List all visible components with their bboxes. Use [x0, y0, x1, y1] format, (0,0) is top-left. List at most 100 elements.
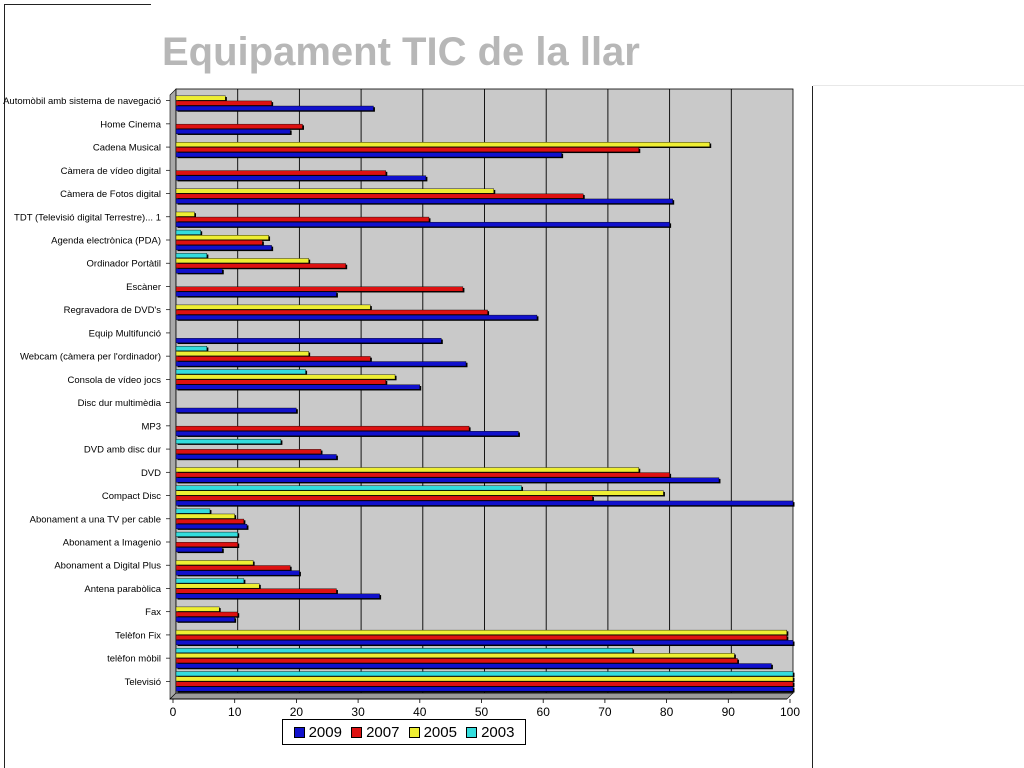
bar-2007	[175, 635, 788, 640]
bar-2003	[175, 531, 238, 537]
bar-2003	[175, 229, 201, 235]
bar-2005	[175, 95, 226, 101]
category-label: Agenda electrònica (PDA)	[51, 236, 161, 247]
category-label: Antena parabòlica	[84, 584, 161, 595]
bar-2007	[175, 495, 593, 501]
bar-2007	[175, 240, 263, 246]
bar-2005	[175, 513, 235, 519]
category-label: telèfon mòbil	[107, 654, 161, 665]
bar-2009	[175, 454, 337, 460]
bar-2009	[175, 593, 380, 599]
bar-2007	[175, 658, 738, 664]
bar-2005	[175, 211, 195, 217]
bar-2005	[175, 676, 794, 682]
legend-item-2009: 2009	[293, 723, 342, 741]
bar-2005	[175, 606, 220, 612]
category-label: Càmera de Fotos digital	[60, 189, 161, 200]
category-label: DVD	[141, 468, 161, 479]
x-tick-label: 0	[170, 705, 177, 719]
category-label: Càmera de vídeo digital	[61, 166, 161, 177]
left-border	[4, 4, 5, 768]
legend-label: 2005	[423, 723, 457, 741]
chart-legend: 2009 2007 2005 2003	[282, 719, 526, 745]
bar-2007	[175, 100, 272, 106]
bar-2009	[175, 500, 794, 506]
category-label: Compact Disc	[102, 491, 161, 502]
bar-2003	[175, 578, 245, 584]
legend-label: 2007	[366, 723, 400, 741]
header-rule	[813, 85, 1024, 86]
category-label: Home Cinema	[100, 119, 161, 130]
bar-2007	[175, 263, 346, 269]
bar-2007	[175, 170, 386, 176]
category-label: Disc dur multimèdia	[78, 398, 162, 409]
bar-2007	[175, 565, 291, 571]
bar-2003	[175, 508, 211, 514]
legend-item-2005: 2005	[408, 723, 457, 741]
right-border	[812, 86, 813, 768]
bar-2009	[175, 291, 337, 297]
bar-2009	[175, 431, 519, 436]
bar-2009	[175, 245, 272, 251]
x-tick-label: 50	[475, 705, 489, 719]
bar-2009	[175, 338, 442, 344]
category-label: Abonament a Imagenio	[63, 538, 161, 549]
bar-2009	[175, 361, 467, 367]
bar-2003	[175, 253, 208, 259]
category-label: Webcam (càmera per l'ordinador)	[20, 352, 161, 363]
category-label: TDT (Televisió digital Terrestre)... 1	[14, 212, 161, 223]
bar-2009	[175, 105, 374, 111]
x-tick-label: 20	[290, 705, 304, 719]
bar-2009	[175, 129, 291, 134]
bar-2007	[175, 356, 371, 362]
category-label: Ordinador Portàtil	[87, 259, 161, 270]
x-tick-label: 80	[660, 705, 674, 719]
bar-2005	[175, 629, 788, 635]
bar-2005	[175, 304, 371, 310]
bar-2005	[175, 258, 309, 264]
category-label: Fax	[145, 607, 161, 618]
category-label: Televisió	[125, 677, 161, 688]
legend-swatch	[408, 726, 420, 738]
bar-2003	[175, 485, 522, 491]
bar-2009	[175, 477, 720, 483]
legend-label: 2009	[308, 723, 342, 741]
bar-2005	[175, 374, 396, 380]
bar-2007	[175, 472, 670, 478]
bar-2005	[175, 142, 710, 147]
bar-2005	[175, 188, 494, 194]
bar-2007	[175, 681, 794, 687]
bar-2003	[175, 346, 208, 351]
bar-2009	[175, 640, 794, 646]
slide-title: Equipament TIC de la llar	[162, 30, 640, 74]
bar-2007	[175, 425, 470, 431]
legend-swatch	[351, 726, 363, 738]
category-label: Abonament a Digital Plus	[54, 561, 161, 572]
x-tick-label: 70	[598, 705, 612, 719]
bar-2003	[175, 369, 306, 375]
category-label: DVD amb disc dur	[84, 445, 161, 456]
bar-2007	[175, 216, 430, 222]
bar-2009	[175, 221, 670, 227]
bar-2009	[175, 152, 562, 158]
bar-2007	[175, 379, 386, 385]
bar-2009	[175, 268, 223, 274]
category-label: Consola de vídeo jocs	[68, 375, 162, 386]
bar-2009	[175, 407, 297, 413]
x-tick-label: 60	[537, 705, 551, 719]
top-left-rule	[4, 4, 151, 5]
bar-2009	[175, 570, 300, 576]
category-label: MP3	[141, 421, 161, 432]
bar-2003	[175, 438, 282, 444]
bar-2005	[175, 583, 260, 589]
category-label: Automòbil amb sistema de navegació	[3, 96, 161, 107]
legend-item-2007: 2007	[351, 724, 399, 741]
bar-2007	[175, 147, 639, 153]
x-tick-label: 90	[722, 705, 736, 719]
category-label: Equip Multifunció	[89, 328, 161, 339]
bar-2009	[175, 663, 772, 669]
bar-2005	[175, 653, 735, 659]
bar-2003	[175, 648, 633, 653]
x-tick-label: 40	[413, 705, 427, 719]
